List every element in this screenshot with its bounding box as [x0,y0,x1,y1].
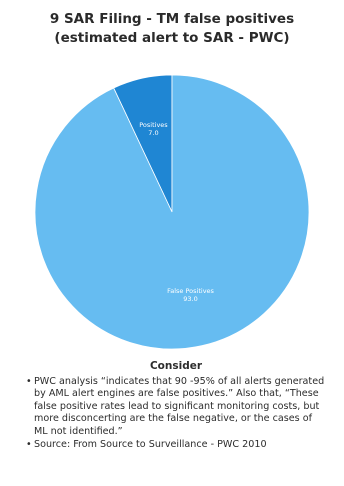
slice-label-positives: Positives [139,121,168,129]
pie-slice-false-positives [34,74,310,350]
note-item-analysis: • PWC analysis “indicates that 90 -95% o… [26,376,326,439]
chart-title: 9 SAR Filing - TM false positives (estim… [10,10,334,48]
slice-label-false-positives: False Positives [167,287,214,295]
bullet-icon: • [26,438,32,450]
note-text-source: Source: From Source to Surveillance - PW… [34,438,267,450]
notes-heading: Consider [149,360,203,372]
note-text-analysis: PWC analysis “indicates that 90 -95% of … [34,375,325,437]
note-item-source: • Source: From Source to Surveillance - … [26,439,326,452]
slice-value-positives: 7.0 [148,129,158,137]
slice-value-false-positives: 93.0 [183,295,197,303]
notes-box: Consider • PWC analysis “indicates that … [26,360,326,451]
chart-title-line-1: 9 SAR Filing - TM false positives [49,11,295,27]
chart-title-line-2: (estimated alert to SAR - PWC) [54,30,290,46]
bullet-icon: • [26,375,32,387]
